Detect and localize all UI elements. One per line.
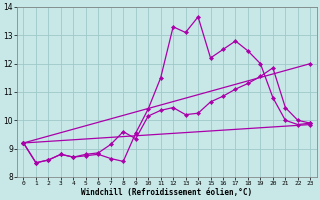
X-axis label: Windchill (Refroidissement éolien,°C): Windchill (Refroidissement éolien,°C) xyxy=(81,188,252,197)
